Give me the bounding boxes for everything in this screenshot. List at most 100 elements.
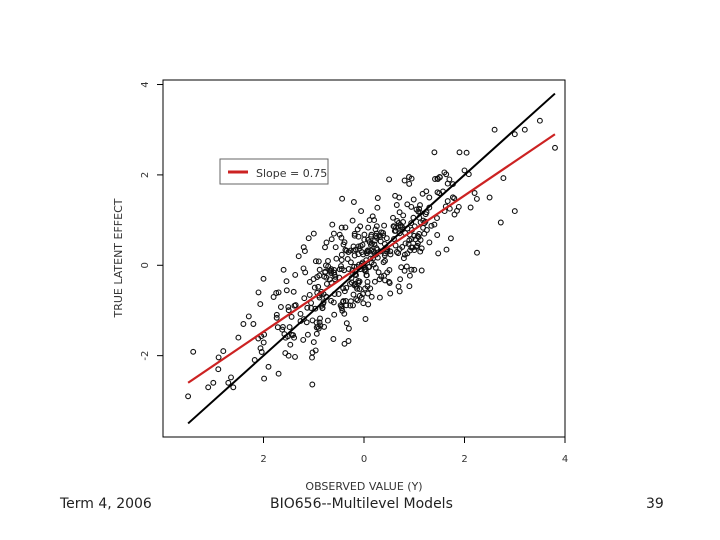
data-point — [356, 292, 363, 299]
x-tick-label: 4 — [562, 454, 568, 465]
data-point — [404, 201, 411, 208]
data-point — [350, 247, 357, 254]
data-point — [309, 381, 316, 388]
data-point — [361, 231, 368, 238]
data-point — [372, 264, 379, 271]
data-point — [350, 199, 357, 205]
data-point — [521, 126, 528, 133]
data-point — [331, 311, 338, 318]
data-point — [277, 304, 284, 310]
data-point — [387, 251, 394, 258]
data-point — [328, 297, 335, 304]
data-point — [313, 330, 320, 337]
data-point — [306, 291, 313, 298]
data-point — [315, 283, 322, 290]
data-point — [350, 291, 357, 298]
data-point — [401, 177, 408, 184]
data-point — [434, 232, 441, 238]
data-point — [312, 258, 319, 265]
data-point — [426, 194, 433, 201]
x-tick-label: 2 — [461, 454, 467, 465]
data-point — [447, 235, 454, 242]
data-point — [365, 224, 372, 231]
x-axis-label: OBSERVED VALUE (Y) — [305, 480, 422, 493]
data-point — [410, 196, 417, 203]
data-point — [292, 271, 299, 278]
data-point — [368, 293, 375, 300]
data-point — [474, 249, 480, 256]
data-point — [339, 195, 346, 202]
data-point — [391, 236, 397, 242]
data-point — [375, 269, 382, 276]
data-point — [292, 353, 298, 360]
data-point — [332, 244, 339, 251]
data-point — [386, 278, 392, 285]
data-point — [255, 289, 262, 296]
footer-page-number: 39 — [646, 496, 664, 512]
data-point — [351, 230, 358, 237]
data-point — [400, 255, 407, 262]
data-point — [288, 331, 295, 338]
data-point — [418, 245, 425, 252]
data-point — [402, 240, 409, 247]
data-point — [260, 339, 267, 346]
data-point — [274, 324, 281, 331]
data-point — [374, 204, 381, 211]
data-point — [250, 321, 257, 327]
data-point — [321, 273, 328, 280]
data-point — [304, 304, 311, 311]
data-point — [395, 283, 402, 290]
data-point — [317, 315, 323, 322]
data-point — [265, 363, 272, 370]
data-point — [344, 256, 351, 262]
data-point — [397, 276, 404, 283]
data-point — [287, 341, 294, 348]
data-point — [338, 263, 344, 270]
footer-term: Term 4, 2006 — [60, 496, 152, 512]
data-point — [205, 384, 212, 391]
data-point — [366, 239, 373, 246]
data-point — [362, 266, 369, 273]
data-point — [451, 195, 458, 202]
data-point — [381, 272, 388, 279]
data-point — [364, 278, 371, 285]
data-point — [372, 226, 379, 233]
data-point — [316, 266, 323, 273]
data-point — [408, 266, 415, 273]
data-point — [342, 224, 349, 231]
data-point — [362, 268, 369, 275]
data-point — [190, 348, 197, 355]
data-point — [261, 375, 268, 382]
x-tick-label: 0 — [361, 454, 367, 465]
data-point — [328, 266, 335, 273]
data-point — [301, 248, 308, 255]
data-point — [376, 276, 383, 283]
data-point — [486, 194, 493, 201]
data-point — [258, 349, 265, 355]
data-point — [387, 248, 394, 255]
data-point — [356, 245, 363, 252]
data-point — [434, 175, 441, 182]
data-point — [273, 314, 280, 321]
data-point — [360, 300, 367, 307]
data-point — [279, 324, 286, 330]
data-point — [406, 283, 413, 290]
data-point — [370, 248, 377, 255]
data-point — [285, 304, 292, 310]
data-point — [351, 232, 358, 239]
data-point — [275, 370, 282, 377]
data-point — [387, 290, 394, 297]
data-point — [394, 218, 401, 224]
data-point — [417, 248, 424, 255]
data-point — [283, 287, 290, 294]
data-point — [400, 212, 407, 219]
data-point — [286, 324, 293, 331]
data-point — [324, 317, 331, 324]
data-point — [240, 321, 247, 327]
slope-line — [187, 133, 556, 384]
data-point — [359, 241, 366, 248]
data-point — [417, 202, 423, 209]
data-point — [341, 239, 348, 246]
data-point — [441, 169, 448, 176]
